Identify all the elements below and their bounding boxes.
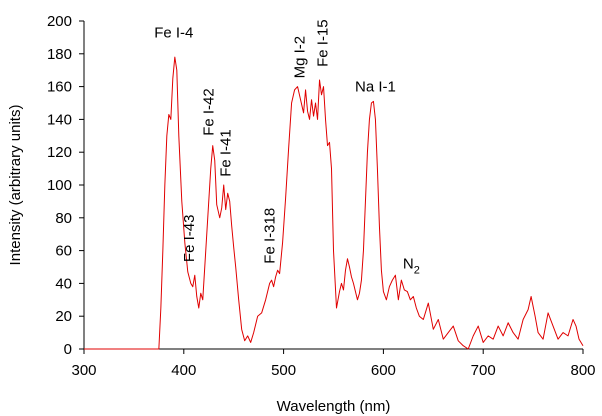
peak-label: Fe I-42 (201, 88, 218, 136)
y-tick-label: 180 (47, 46, 72, 63)
y-tick-label: 40 (55, 275, 72, 292)
x-tick-label: 600 (371, 362, 396, 379)
y-ticks: 0 20 40 60 80 100 120 140 160 180 200 (47, 13, 84, 358)
y-axis-title: Intensity (arbitrary units) (7, 105, 24, 266)
y-tick-label: 60 (55, 243, 72, 260)
x-tick-label: 800 (570, 362, 595, 379)
plot-area: 300 400 500 600 700 800 0 20 40 60 80 100 120 140 160… (47, 13, 596, 379)
peak-label: Fe I-43 (181, 215, 198, 263)
y-tick-label: 200 (47, 13, 72, 30)
x-ticks: 300 400 500 600 700 800 (71, 349, 596, 379)
peak-label: Fe I-4 (154, 24, 193, 41)
peak-label: Fe I-318 (262, 208, 279, 264)
y-tick-label: 20 (55, 308, 72, 325)
y-tick-label: 120 (47, 144, 72, 161)
y-tick-label: 100 (47, 177, 72, 194)
y-tick-label: 140 (47, 111, 72, 128)
peak-label: Fe I-41 (218, 129, 235, 177)
x-tick-label: 300 (71, 362, 96, 379)
x-tick-label: 700 (471, 362, 496, 379)
x-tick-label: 500 (271, 362, 296, 379)
y-tick-label: 0 (64, 341, 72, 358)
peak-label: Mg I-2 (292, 36, 309, 79)
y-tick-label: 160 (47, 79, 72, 96)
spectrum-series-line (84, 56, 584, 350)
peak-label: Na I-1 (355, 79, 396, 96)
peak-label: N2 (403, 256, 420, 277)
peak-label: Fe I-15 (315, 19, 332, 67)
x-axis-title: Wavelength (nm) (277, 398, 391, 415)
x-tick-label: 400 (171, 362, 196, 379)
y-tick-label: 80 (55, 210, 72, 227)
